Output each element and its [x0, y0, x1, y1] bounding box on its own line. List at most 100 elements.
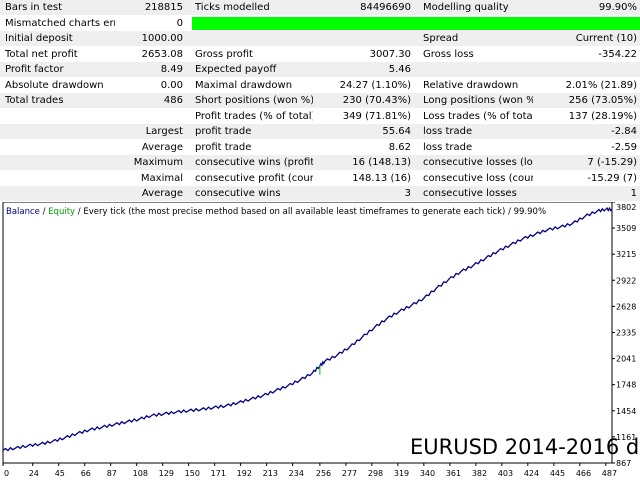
x-tick-label: 361	[446, 469, 461, 478]
legend-balance: Balance	[6, 207, 40, 217]
report-row: Maximum consecutive wins (profit in... 16 …	[0, 155, 640, 171]
legend-equity: Equity	[48, 207, 75, 217]
report-cell: 2653.08	[141, 48, 183, 60]
report-cell: -2.84	[611, 126, 637, 137]
report-cell	[5, 124, 115, 139]
x-tick-label: 213	[263, 469, 278, 478]
y-tick-label: 1748	[616, 381, 636, 390]
report-cell: Mismatched charts err...	[5, 17, 115, 29]
report-cell: Gross loss	[423, 48, 474, 60]
x-tick-label: 171	[211, 469, 226, 478]
report-cell: 0	[176, 17, 183, 29]
report-row: Profit factor 8.49 Expected payoff 5.46	[0, 62, 640, 78]
report-cell: profit trade	[195, 126, 252, 137]
y-tick-label: 1454	[616, 407, 636, 416]
y-tick-label: 3215	[616, 250, 636, 259]
report-cell	[195, 31, 313, 46]
report-cell	[5, 155, 115, 170]
report-cell	[5, 109, 115, 124]
report-cell: Ticks modelled	[195, 2, 270, 13]
report-cell: 84496690	[360, 2, 411, 13]
report-cell: 24.27 (1.10%)	[339, 79, 411, 91]
report-cell: Long positions (won %)	[423, 95, 533, 106]
x-tick-label: 298	[368, 469, 383, 478]
report-cell: Spread	[423, 33, 459, 44]
y-tick-label: 2628	[616, 302, 636, 311]
y-tick-label: 2922	[616, 276, 636, 285]
x-tick-label: 87	[107, 469, 117, 478]
report-cell: Gross profit	[195, 48, 253, 60]
x-tick-label: 0	[4, 469, 9, 478]
report-row: Largest profit trade 55.64 loss trade -2.84	[0, 124, 640, 140]
report-cell: Profit trades (% of total)	[195, 110, 313, 122]
report-cell: 5.46	[388, 64, 411, 75]
report-cell: loss trade	[423, 126, 473, 137]
report-cell: loss trade	[423, 141, 473, 153]
report-cell: Bars in test	[5, 2, 62, 13]
report-cell: Short positions (won %)	[195, 95, 313, 106]
x-tick-label: 108	[133, 469, 148, 478]
x-tick-label: 340	[420, 469, 435, 478]
report-cell	[115, 109, 183, 124]
x-tick-label: 445	[550, 469, 565, 478]
x-tick-label: 24	[29, 469, 39, 478]
report-cell: 349 (71.81%)	[342, 110, 411, 122]
report-cell: 218815	[144, 2, 183, 13]
x-axis: 0 24 45 66 87 108 129 150 171 192 213 234 256 277 298 3…	[2, 463, 617, 478]
report-cell	[533, 62, 637, 77]
x-tick-label: 487	[602, 469, 617, 478]
y-tick-label: 3509	[616, 224, 636, 233]
legend-sep: /	[40, 207, 48, 217]
x-tick-label: 45	[55, 469, 65, 478]
report-cell: -15.29 (7)	[587, 172, 637, 184]
report-cell: 256 (73.05%)	[568, 95, 637, 106]
report-cell: Absolute drawdown	[5, 79, 104, 91]
report-cell: profit trade	[195, 141, 252, 153]
x-tick-label: 319	[394, 469, 409, 478]
report-cell: Loss trades (% of total)	[423, 110, 533, 122]
report-cell: Total net profit	[5, 48, 78, 60]
report-cell: 230 (70.43%)	[342, 95, 411, 106]
report-cell: Maximal drawdown	[195, 79, 293, 91]
report-cell: 7 (-15.29)	[587, 157, 637, 168]
report-row: Average consecutive wins 3 consecutive loss…	[0, 186, 640, 202]
report-cell: Average	[141, 141, 183, 153]
report-cell	[5, 140, 115, 155]
x-tick-label: 277	[342, 469, 357, 478]
report-cell: 2.01% (21.89)	[565, 79, 637, 91]
x-tick-label: 403	[498, 469, 513, 478]
x-tick-label: 256	[316, 469, 331, 478]
report-cell: consecutive wins	[195, 188, 281, 199]
report-row: Initial deposit 1000.00 Spread Current (10)	[0, 31, 640, 47]
report-cell	[5, 186, 115, 201]
report-cell: Maximal	[140, 172, 183, 184]
report-row: Absolute drawdown 0.00 Maximal drawdown 24.…	[0, 77, 640, 93]
report-cell: 148.13 (16)	[352, 172, 411, 184]
y-tick-label: 1161	[616, 433, 636, 442]
report-cell: 1	[630, 188, 637, 199]
report-cell: 8.49	[160, 64, 183, 75]
overlay-caption: EURUSD 2014-2016 default settings	[410, 435, 640, 459]
report-table: Bars in test 218815 Ticks modelled 84496690…	[0, 0, 640, 202]
report-cell: 137 (28.19%)	[568, 110, 637, 122]
report-cell: Maximum	[133, 157, 183, 168]
x-tick-label: 129	[159, 469, 174, 478]
x-tick-label: 424	[524, 469, 539, 478]
report-cell: 99.90%	[598, 2, 637, 13]
legend-rest: / Every tick (the most precise method ba…	[75, 207, 546, 217]
report-cell: 1000.00	[141, 33, 183, 44]
x-tick-label: 466	[576, 469, 591, 478]
report-cell	[5, 171, 115, 186]
y-tick-label: 3802	[616, 203, 636, 212]
report-cell: 16 (148.13)	[352, 157, 411, 168]
report-cell: consecutive wins (profit in...	[195, 157, 313, 168]
report-cell: -354.22	[598, 48, 637, 60]
report-row: Average profit trade 8.62 loss trade -2.59	[0, 139, 640, 155]
report-cell: Initial deposit	[5, 33, 73, 44]
report-cell: consecutive losses	[423, 188, 517, 199]
report-cell: Expected payoff	[195, 64, 277, 75]
report-cell: 8.62	[388, 141, 411, 153]
report-row: Bars in test 218815 Ticks modelled 84496690…	[0, 0, 640, 16]
report-cell: -2.59	[611, 141, 637, 153]
report-cell: Total trades	[5, 95, 64, 106]
